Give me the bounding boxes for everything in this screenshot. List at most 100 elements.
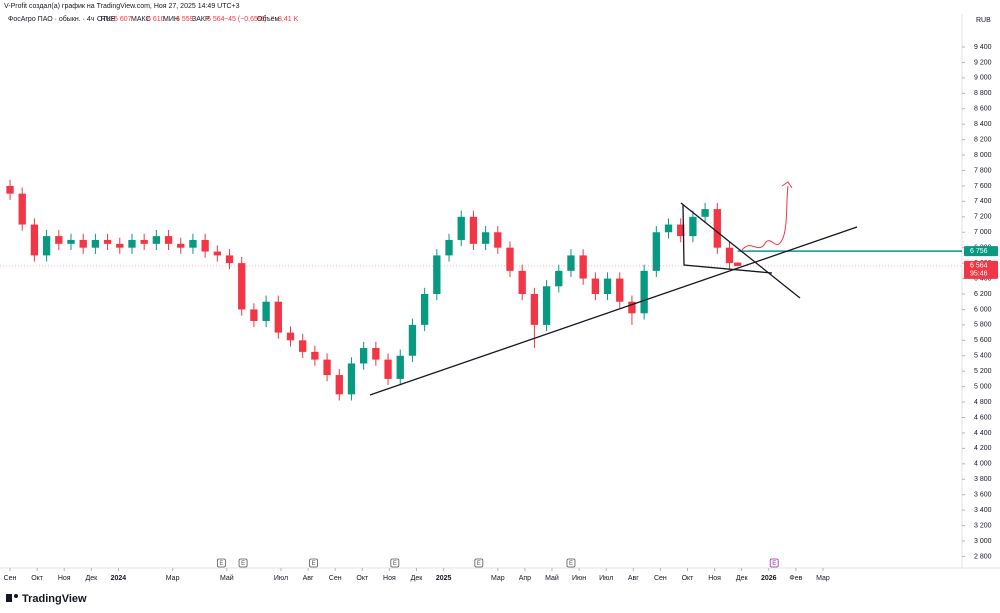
y-tick-label: 7 600 [974, 183, 992, 190]
x-tick-label: Авг [303, 575, 314, 582]
countdown: 95:46 [970, 271, 988, 278]
x-tick-label: Авг [628, 575, 639, 582]
logo-mark [14, 594, 18, 598]
candle-body [335, 375, 343, 395]
y-tick-label: 3 600 [974, 492, 992, 499]
candle-body [250, 309, 258, 322]
event-label: E [312, 561, 316, 567]
y-tick-label: 5 200 [974, 368, 992, 375]
candle-body [518, 270, 526, 294]
candle-body [140, 239, 148, 244]
y-tick-label: 4 400 [974, 430, 992, 437]
x-tick-label: Сен [4, 575, 17, 582]
y-tick-label: 5 600 [974, 337, 992, 344]
candle-body [652, 232, 660, 271]
candle-body [238, 263, 246, 310]
x-tick-label: Фев [789, 575, 802, 582]
open-value: 6 607 [114, 16, 132, 23]
y-tick-label: 4 000 [974, 461, 992, 468]
candle-body [311, 351, 319, 360]
candle-body [677, 224, 685, 237]
candle-body [725, 247, 734, 264]
y-tick-label: 5 800 [974, 322, 992, 329]
candle-body [579, 255, 587, 279]
drawings [369, 181, 858, 396]
candle-body [384, 359, 392, 379]
candle-body [555, 270, 563, 287]
candle-body [733, 262, 742, 266]
event-marker [309, 558, 318, 568]
symbol: ФосАгро ПАО · обыкн. · 4ч · RUS [8, 15, 116, 23]
x-tick-label: Июл [274, 575, 288, 582]
y-tick-label: 7 400 [974, 198, 992, 205]
candle-body [469, 216, 478, 244]
candle-body [713, 209, 721, 248]
candle-body [347, 363, 356, 395]
logo-mark [6, 594, 12, 602]
y-tick-label: 8 800 [974, 90, 992, 97]
last-price-tag [964, 260, 998, 279]
candle-body [152, 236, 161, 244]
x-tick-label: Ноя [708, 575, 721, 582]
candle-body [542, 286, 551, 325]
candle-body [445, 239, 453, 256]
candle-body [689, 216, 697, 237]
event-marker [566, 558, 576, 568]
candle-body [55, 236, 63, 244]
candle-body [628, 301, 636, 314]
event-label: E [772, 561, 776, 567]
y-tick-label: 5 000 [974, 383, 992, 390]
event-label: E [393, 561, 397, 567]
candle-body [481, 232, 490, 244]
candle-body [116, 243, 124, 248]
currency: RUB [976, 17, 991, 24]
event-label: E [241, 561, 245, 567]
x-tick-label: Мар [166, 575, 180, 582]
candle-body [164, 236, 173, 244]
candle-body [433, 255, 441, 294]
y-tick-label: 9 400 [974, 44, 992, 51]
x-tick-label: Сен [654, 575, 667, 582]
event-label: E [569, 561, 573, 567]
logo-text: TradingView [22, 593, 87, 605]
x-tick-label: Июл [599, 575, 613, 582]
x-tick-label: Окт [356, 575, 369, 582]
candle-body [701, 209, 709, 217]
resistance-trendline [680, 202, 801, 299]
triangle-base [682, 204, 773, 274]
x-tick-label: Ноя [58, 575, 71, 582]
y-tick-label: 6 400 [974, 275, 992, 282]
x-tick-label: Сен [329, 575, 342, 582]
legend: ФосАгро ПАО · обыкн. · 4ч · RUS ОТКР 6 6… [8, 15, 299, 23]
x-tick-label: Май [220, 574, 234, 582]
candle-body [494, 232, 502, 248]
x-tick-label: Май [545, 574, 559, 582]
event-marker [238, 558, 248, 568]
candle-body [225, 255, 234, 264]
candle-body [30, 224, 39, 256]
event-marker [769, 558, 779, 568]
arrow-head [781, 181, 793, 189]
y-tick-label: 8 600 [974, 106, 992, 113]
candle-body [591, 278, 600, 294]
candle-body [506, 247, 514, 271]
y-tick-label: 9 000 [974, 75, 992, 82]
y-tick-label: 3 400 [974, 507, 992, 514]
close-label: ЗАКР [192, 16, 210, 23]
plot: 9 400 9 200 9 000 8 800 8 600 8 400 8 200 8 000… [0, 44, 998, 582]
y-tick-label: 4 800 [974, 399, 992, 406]
level-tag [964, 246, 998, 257]
event-marker [474, 558, 484, 568]
candle-body [42, 236, 51, 256]
candle-body [67, 239, 75, 244]
candle-body [372, 348, 380, 360]
high-label: МАКС [131, 16, 151, 23]
candle-body [177, 243, 185, 248]
candle-body [420, 294, 429, 325]
y-tick-label: 3 000 [974, 538, 992, 545]
volume-label: Объём [257, 15, 279, 23]
candle-body [530, 294, 539, 325]
candle-body [213, 251, 221, 256]
